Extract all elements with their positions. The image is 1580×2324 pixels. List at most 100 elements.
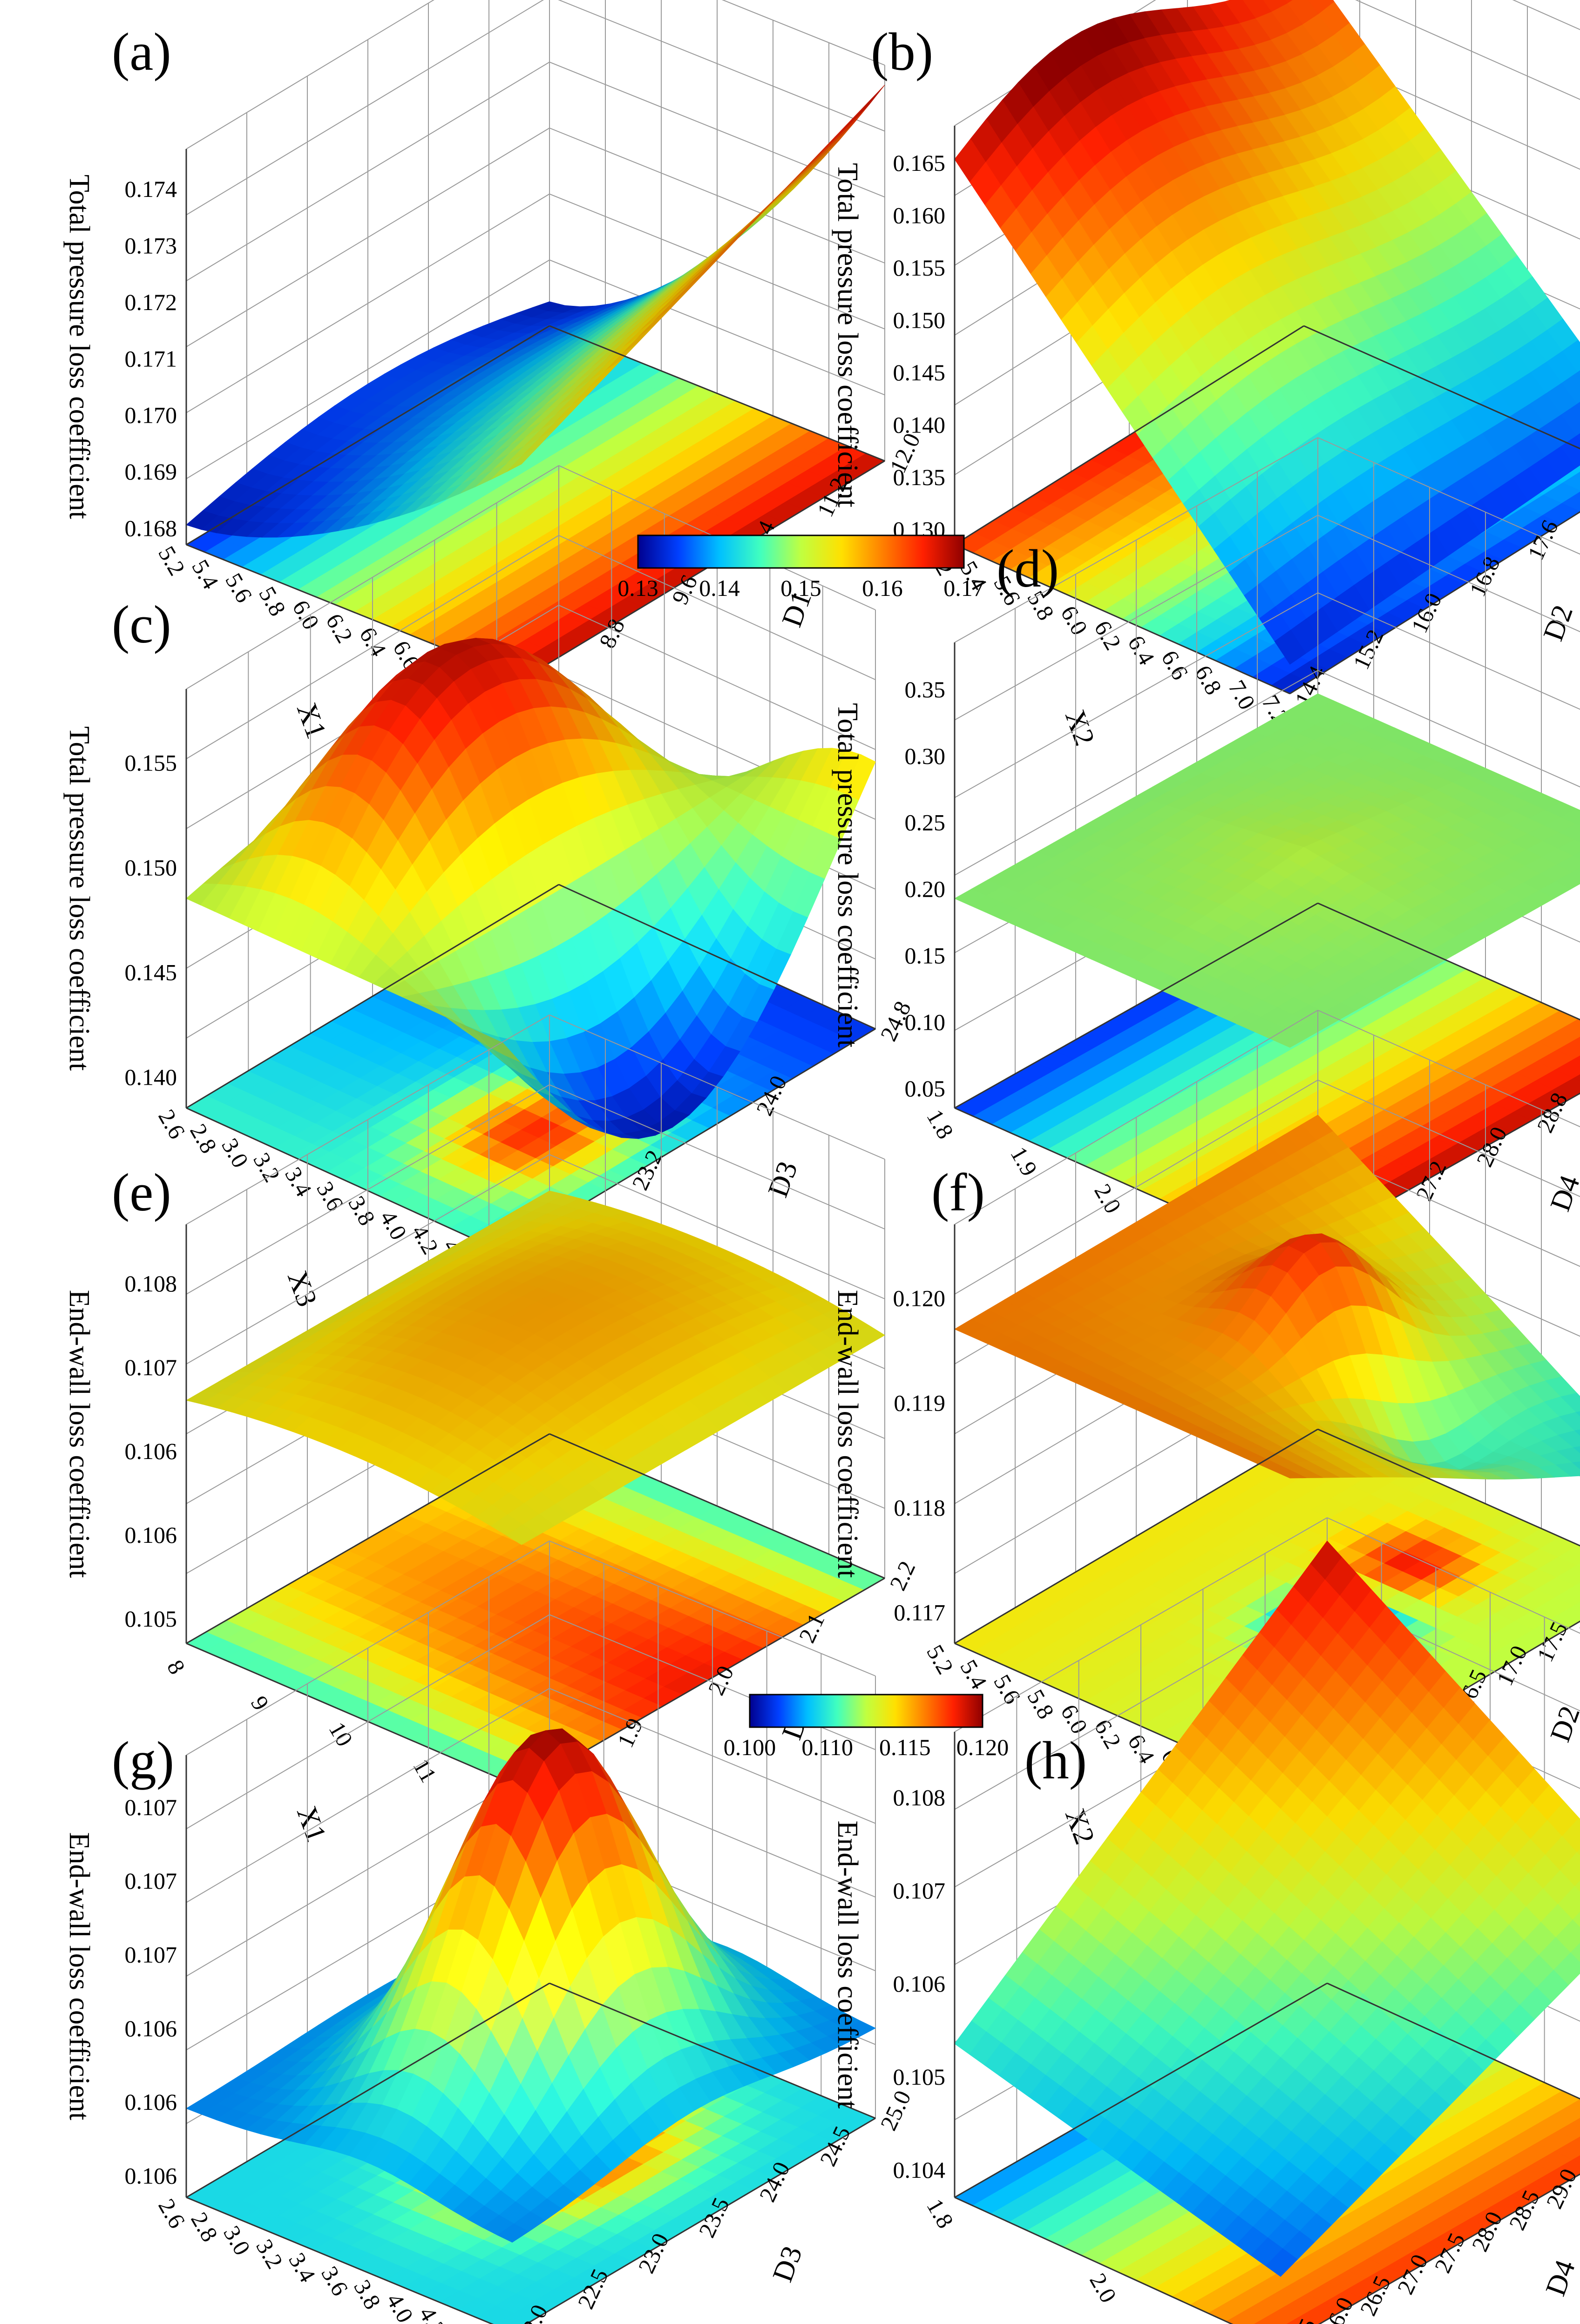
z-tick-label: 0.30 <box>905 743 946 769</box>
x-tick-label: 5.6 <box>989 1670 1026 1708</box>
z-tick-label: 0.150 <box>893 307 946 333</box>
z-tick-label: 0.106 <box>125 2089 177 2115</box>
x-tick-label: 6.2 <box>1089 616 1126 654</box>
z-tick-label: 0.140 <box>893 412 946 438</box>
panel-label: (h) <box>1024 1731 1087 1790</box>
z-tick-label: 0.10 <box>905 1009 946 1035</box>
panel-label: (d) <box>997 539 1059 598</box>
z-axis-title: End-wall loss coefficient <box>63 1290 95 1578</box>
z-tick-label: 0.05 <box>905 1075 946 1101</box>
z-tick-label: 0.108 <box>893 1784 946 1811</box>
panel-e: 891011121.81.92.02.12.20.1050.1060.1060.… <box>63 1014 920 1846</box>
x-tick-label: 3.6 <box>312 1177 349 1215</box>
x-tick-label: 2.8 <box>186 2208 223 2246</box>
z-tick-label: 0.165 <box>893 150 946 176</box>
surface <box>954 0 1580 665</box>
colorbar-bottom: 0.100 0.110 0.115 0.120 <box>724 1694 1009 1760</box>
x-tick-label: 6.4 <box>1123 631 1160 669</box>
surface <box>186 638 876 1139</box>
y-axis-title: D4 <box>1544 1171 1580 1215</box>
z-tick-label: 0.155 <box>893 255 946 281</box>
z-tick-label: 0.118 <box>894 1495 945 1521</box>
y-tick-label: 25.0 <box>875 2087 916 2135</box>
colorbar-tick-label: 0.100 <box>724 1734 776 1760</box>
z-tick-label: 0.107 <box>893 1878 946 1904</box>
panel-label: (e) <box>112 1163 171 1222</box>
x-tick-label: 1.8 <box>922 2194 959 2232</box>
z-tick-label: 0.20 <box>905 876 946 902</box>
x-tick-label: 2.6 <box>153 2194 190 2232</box>
surface <box>954 1115 1580 1480</box>
tick-labels: 2.62.83.03.23.43.63.84.04.24.44.622.022.… <box>125 1794 916 2324</box>
x-tick-label: 6.2 <box>321 609 358 647</box>
colorbar-tick-label: 0.13 <box>617 575 658 601</box>
z-tick-label: 0.168 <box>125 515 177 541</box>
z-tick-label: 0.120 <box>893 1285 946 1311</box>
x-tick-label: 6.0 <box>287 595 325 634</box>
z-tick-label: 0.140 <box>125 1064 177 1090</box>
x-tick-label: 1.9 <box>1005 1142 1043 1180</box>
x-tick-label: 3.8 <box>349 2275 386 2313</box>
colorbar-tick-label: 0.110 <box>801 1734 853 1760</box>
colorbar-top: 0.13 0.14 0.15 0.16 0.17 <box>617 534 984 601</box>
x-tick-label: 1.8 <box>922 1105 959 1143</box>
colorbar-tick-label: 0.16 <box>862 575 903 601</box>
z-axis-title: Total pressure loss coefficient <box>832 703 863 1047</box>
z-tick-label: 0.172 <box>125 289 177 315</box>
z-tick-label: 0.169 <box>125 459 177 485</box>
z-tick-label: 0.119 <box>894 1390 945 1416</box>
z-tick-label: 0.108 <box>125 1270 177 1297</box>
x-tick-label: 5.8 <box>254 582 291 620</box>
z-tick-label: 0.35 <box>905 676 946 703</box>
z-axis-title: Total pressure loss coefficient <box>832 163 863 507</box>
z-tick-label: 0.106 <box>125 1438 177 1464</box>
z-tick-label: 0.117 <box>894 1600 945 1626</box>
z-tick-label: 0.150 <box>125 855 177 881</box>
panel-label: (c) <box>112 595 171 654</box>
z-tick-label: 0.106 <box>125 1522 177 1548</box>
x-tick-label: 3.4 <box>284 2248 321 2286</box>
z-tick-label: 0.15 <box>905 942 946 968</box>
x-tick-label: 2.0 <box>1085 2269 1122 2307</box>
y-axis-title: D4 <box>1539 2256 1580 2300</box>
x-tick-label: 11 <box>408 1754 442 1787</box>
z-axis-title: End-wall loss coefficient <box>832 1821 863 2109</box>
colorbar-gradient <box>637 534 965 569</box>
z-tick-label: 0.107 <box>125 1354 177 1380</box>
colorbar-tick-label: 0.15 <box>780 575 821 601</box>
x-axis-title: X1 <box>291 699 332 743</box>
surface <box>185 1728 876 2243</box>
x-tick-label: 10 <box>324 1717 358 1750</box>
x-tick-label: 3.8 <box>343 1191 380 1230</box>
axis-frame <box>954 126 1580 695</box>
wall-grid <box>186 0 885 545</box>
x-axis-title: X2 <box>1059 706 1101 750</box>
z-tick-label: 0.107 <box>125 1868 177 1894</box>
x-axis-title: X2 <box>1059 1804 1101 1848</box>
panel-label: (g) <box>112 1731 174 1790</box>
surface <box>954 693 1580 1048</box>
z-tick-label: 0.145 <box>893 359 946 385</box>
z-tick-label: 0.107 <box>125 1794 177 1820</box>
x-tick-label: 6.8 <box>1190 661 1227 699</box>
z-tick-label: 0.106 <box>893 1971 946 1997</box>
panel-label: (b) <box>871 22 933 81</box>
z-tick-label: 0.106 <box>125 2015 177 2041</box>
z-tick-label: 0.145 <box>125 959 177 986</box>
axis-frame <box>954 1732 1580 2324</box>
x-tick-label: 6.2 <box>1089 1715 1126 1753</box>
z-tick-label: 0.174 <box>125 176 177 202</box>
z-tick-label: 0.155 <box>125 750 177 776</box>
panel-label: (a) <box>112 22 171 81</box>
colorbar-tick-label: 0.120 <box>956 1734 1009 1760</box>
panel-label: (f) <box>931 1163 985 1222</box>
colorbar-tick-label: 0.17 <box>943 575 984 601</box>
x-tick-label: 6.6 <box>1156 646 1193 684</box>
panel-b: 5.25.45.65.86.06.26.46.66.87.07.214.415.… <box>832 0 1580 750</box>
colorbar-gradient <box>749 1694 983 1728</box>
x-axis-title: X1 <box>291 1802 332 1846</box>
x-tick-label: 5.6 <box>220 568 258 607</box>
surface <box>185 1190 885 1545</box>
x-tick-label: 6.0 <box>1056 601 1093 639</box>
